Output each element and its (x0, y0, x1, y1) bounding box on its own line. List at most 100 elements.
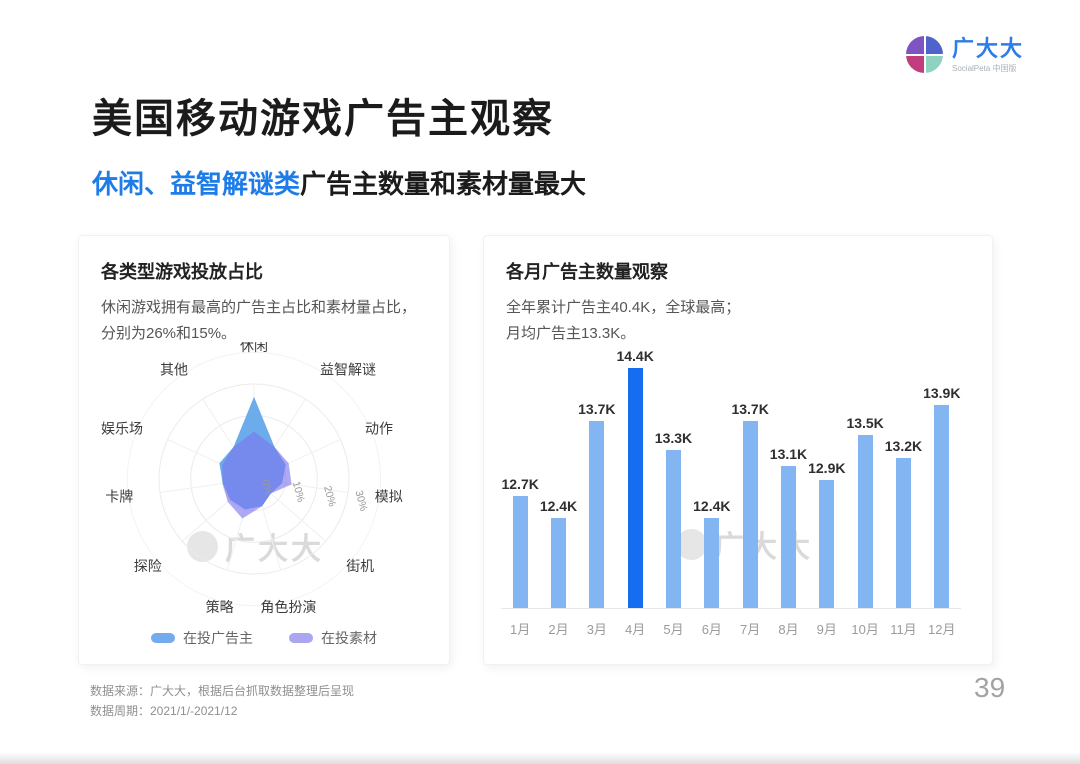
radar-tick-label: 0% (259, 478, 275, 496)
radar-desc-line2: 分别为26%和15%。 (101, 325, 237, 342)
radar-series-creatives (222, 431, 292, 519)
brand-subtitle: SocialPeta 中国版 (952, 64, 1017, 73)
bar (934, 405, 950, 608)
month-label: 5月 (663, 622, 684, 637)
bar (589, 421, 605, 608)
page-number: 39 (974, 672, 1006, 703)
month-label: 7月 (740, 622, 761, 637)
bar-value-label: 12.7K (501, 476, 539, 492)
subtitle-highlight: 休闲、益智解谜类 (92, 169, 301, 199)
logo-quadrant (925, 36, 943, 54)
bar-chart-card: 各月广告主数量观察 全年累计广告主40.4K，全球最高； 月均广告主13.3K。… (483, 235, 993, 665)
bar-value-label: 13.3K (654, 430, 693, 446)
subtitle-rest: 广告主数量和素材量最大 (300, 169, 587, 199)
bar (819, 480, 835, 608)
bar-value-label: 12.4K (539, 498, 578, 514)
data-period-note: 数据周期：2021/1/-2021/12 (90, 704, 238, 718)
bar-value-label: 12.9K (808, 460, 846, 476)
brand-name: 广大大 (952, 36, 1025, 61)
bar-column: 13.7K (731, 341, 769, 608)
legend-label: 在投广告主 (183, 630, 253, 646)
bar-desc-line1: 全年累计广告主40.4K，全球最高； (506, 299, 741, 316)
radar-tick-label: 10% (290, 480, 307, 503)
radar-desc-line1: 休闲游戏拥有最高的广告主占比和素材量占比， (101, 299, 417, 316)
bar (895, 458, 911, 608)
logo-quadrant (925, 55, 943, 73)
data-source-note: 数据来源：广大大，根据后台抓取数据整理后呈现 (90, 684, 355, 698)
legend-swatch-icon (151, 633, 175, 643)
x-axis-labels: 1月 2月 3月 4月 5月 6月 7月 8月 9月 10月 11月 12月 (501, 619, 961, 638)
bar (704, 518, 720, 608)
legend-label: 在投素材 (321, 630, 377, 646)
logo-quadrant (906, 36, 924, 54)
month-label: 10月 (851, 622, 879, 637)
bar-value-label: 12.4K (693, 498, 731, 514)
bar-value-label: 13.7K (578, 401, 616, 417)
month-label: 1月 (510, 622, 531, 637)
bar-column: 13.9K (923, 341, 961, 608)
radar-category-label: 休闲 (240, 342, 268, 354)
month-label: 12月 (928, 622, 956, 637)
radar-category-label: 益智解谜 (320, 361, 376, 377)
brand-text: 广大大 SocialPeta 中国版 (952, 36, 1024, 74)
radar-category-label: 娱乐场 (101, 420, 143, 436)
page-edge-shadow (0, 752, 1080, 764)
bar (742, 421, 758, 608)
bar (512, 496, 528, 608)
bar (627, 368, 643, 608)
month-label: 11月 (890, 622, 917, 637)
bar (550, 518, 566, 608)
bar-desc-line2: 月均广告主13.3K。 (506, 325, 636, 342)
bar-value-label: 13.5K (846, 415, 884, 431)
bar-card-description: 全年累计广告主40.4K，全球最高； 月均广告主13.3K。 (506, 295, 992, 347)
legend-swatch-icon (289, 633, 313, 643)
radar-category-label: 卡牌 (105, 488, 133, 504)
watermark-logo-icon (187, 530, 218, 562)
radar-tick-label: 30% (352, 489, 369, 512)
socialpeta-logo-icon (906, 36, 943, 73)
bar (780, 466, 796, 608)
bar-column: 13.7K (578, 341, 616, 608)
radar-chart-card: 各类型游戏投放占比 休闲游戏拥有最高的广告主占比和素材量占比， 分别为26%和1… (78, 235, 450, 665)
bar-value-label: 14.4K (616, 348, 654, 364)
month-label: 4月 (625, 622, 646, 637)
logo-quadrant (906, 55, 924, 73)
radar-category-label: 模拟 (375, 488, 403, 504)
bar (665, 450, 681, 608)
month-label: 8月 (778, 622, 799, 637)
watermark-text: 广大大 (225, 524, 324, 568)
bar-column: 14.4K (616, 341, 654, 608)
watermark-logo-icon (676, 528, 707, 560)
bar-value-label: 13.1K (769, 446, 808, 462)
bar-value-label: 13.7K (731, 401, 769, 417)
month-label: 2月 (548, 622, 569, 637)
radar-legend: 在投广告主 在投素材 (79, 628, 449, 648)
bar-column: 13.1K (769, 341, 807, 608)
radar-category-label: 角色扮演 (260, 599, 316, 615)
radar-category-label: 其他 (160, 361, 188, 377)
legend-item: 在投素材 (289, 628, 377, 648)
bar-column: 12.4K (539, 341, 577, 608)
radar-category-label: 街机 (346, 558, 374, 574)
bar-column: 12.7K (501, 341, 539, 608)
bar-column: 13.3K (654, 341, 692, 608)
bar-column: 13.2K (884, 341, 922, 608)
x-axis-line (501, 608, 961, 609)
brand-logo: 广大大 SocialPeta 中国版 (906, 36, 1024, 74)
bar (857, 435, 873, 608)
page-subtitle: 休闲、益智解谜类广告主数量和素材量最大 (92, 164, 586, 201)
bar-value-label: 13.2K (884, 438, 923, 454)
radar-tick-label: 20% (321, 485, 338, 508)
page-title: 美国移动游戏广告主观察 (92, 97, 554, 141)
month-label: 6月 (701, 622, 722, 637)
radar-category-label: 策略 (206, 599, 234, 615)
month-label: 3月 (586, 622, 607, 637)
bar-column: 13.5K (846, 341, 884, 608)
radar-card-description: 休闲游戏拥有最高的广告主占比和素材量占比， 分别为26%和15%。 (101, 295, 449, 347)
legend-item: 在投广告主 (151, 628, 253, 648)
watermark: 广大大 (187, 524, 324, 568)
monthly-bar-chart: 12.7K 12.4K 13.7K 14.4K 13.3K 12.4K 13.7K 13.1K… (501, 341, 961, 608)
bar-value-label: 13.9K (923, 385, 961, 401)
